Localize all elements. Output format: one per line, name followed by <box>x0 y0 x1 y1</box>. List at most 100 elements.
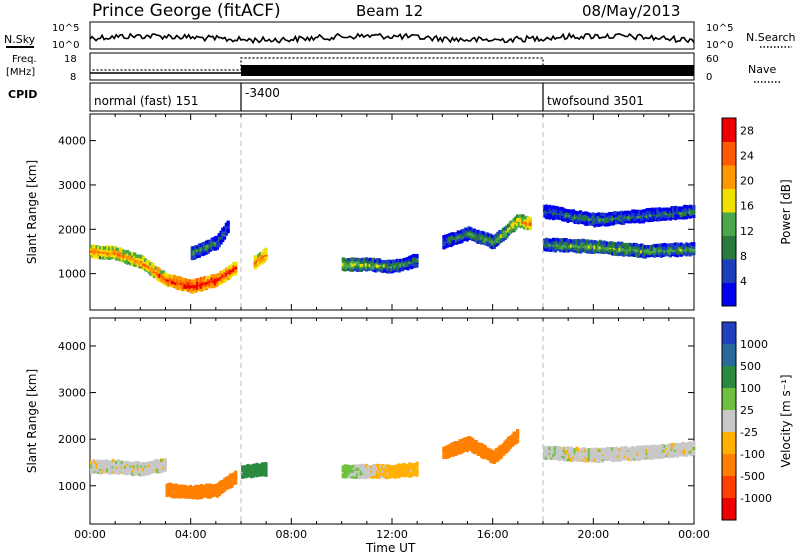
noise-series <box>89 32 695 45</box>
range-cell <box>196 492 200 496</box>
range-cell <box>676 213 680 217</box>
range-cell <box>552 216 556 221</box>
range-cell <box>623 250 628 255</box>
range-cell <box>638 457 642 461</box>
range-cell <box>559 452 563 456</box>
range-cell <box>685 207 689 211</box>
range-cell <box>393 465 397 469</box>
range-cell <box>178 489 182 494</box>
range-cell <box>131 472 135 477</box>
range-cell <box>561 447 565 451</box>
range-cell <box>393 471 397 476</box>
range-cell <box>600 450 604 455</box>
range-cell <box>199 487 203 492</box>
range-cell <box>584 247 588 252</box>
range-cell <box>230 273 234 277</box>
range-cell <box>600 459 604 463</box>
range-cell <box>577 448 581 452</box>
range-cell <box>607 249 611 253</box>
range-cell <box>172 278 176 282</box>
range-cell <box>447 454 451 458</box>
range-cell <box>393 262 397 266</box>
range-cell <box>654 450 658 454</box>
range-cell <box>133 254 137 259</box>
range-cell <box>194 494 198 499</box>
freq-label-1: Freq. <box>12 54 37 65</box>
range-cell <box>359 268 363 272</box>
range-cell <box>557 241 561 245</box>
range-cell <box>600 222 604 227</box>
range-cell <box>656 243 660 248</box>
range-cell <box>260 472 264 477</box>
range-cell <box>411 463 415 467</box>
range-cell <box>552 245 556 249</box>
range-cell <box>636 452 640 456</box>
range-cell <box>629 252 633 257</box>
range-cell <box>178 286 182 290</box>
range-cell <box>196 248 200 252</box>
range-cell <box>589 222 593 226</box>
range-cell <box>604 212 608 217</box>
range-cell <box>104 246 108 250</box>
range-cell <box>656 208 660 213</box>
range-cell <box>368 472 372 477</box>
range-cell <box>661 443 665 448</box>
range-cell <box>117 250 121 254</box>
range-cell <box>613 214 617 219</box>
range-cell <box>658 450 662 455</box>
range-cell <box>514 440 518 445</box>
range-cell <box>623 454 628 459</box>
range-cell <box>176 487 180 491</box>
range-cell <box>489 451 493 455</box>
range-cell <box>172 492 176 496</box>
range-cell <box>169 275 173 279</box>
range-cell <box>589 451 593 455</box>
range-cell <box>454 232 459 236</box>
range-cell <box>620 241 624 246</box>
range-cell <box>100 248 104 252</box>
range-cell <box>568 215 572 220</box>
range-cell <box>582 450 586 455</box>
range-cell <box>357 268 361 272</box>
range-cell <box>206 280 210 284</box>
range-cell <box>399 263 403 268</box>
range-cell <box>492 458 496 462</box>
range-cell <box>595 456 599 460</box>
range-cell <box>456 443 460 447</box>
range-cell <box>411 264 415 269</box>
range-cell <box>516 435 520 440</box>
range-cell <box>586 250 590 254</box>
range-cell <box>169 489 173 493</box>
range-cell <box>665 448 669 453</box>
range-cell <box>609 244 613 248</box>
range-cell <box>354 465 358 469</box>
range-cell <box>683 445 687 449</box>
range-cell <box>564 447 568 451</box>
range-cell <box>225 274 229 279</box>
range-cell <box>618 220 622 224</box>
range-cell <box>221 274 225 278</box>
range-cell <box>494 238 498 242</box>
range-cell <box>690 209 694 213</box>
range-cell <box>659 251 663 255</box>
range-cell <box>618 211 622 215</box>
range-cell <box>259 470 263 474</box>
range-cell <box>255 259 259 264</box>
range-cell <box>111 462 115 467</box>
range-cell <box>205 487 209 491</box>
range-cell <box>481 237 486 241</box>
range-cell <box>255 473 259 478</box>
range-cell <box>647 211 651 215</box>
colorbar-label: Power [dB] <box>779 179 793 244</box>
range-cell <box>631 452 635 456</box>
range-cell <box>645 451 649 456</box>
range-cell <box>174 489 178 494</box>
range-cell <box>636 457 640 461</box>
range-cell <box>260 465 264 469</box>
range-cell <box>564 457 568 461</box>
range-cell <box>456 446 460 450</box>
range-cell <box>632 454 637 459</box>
range-cell <box>365 471 369 476</box>
range-cell <box>255 465 259 469</box>
range-cell <box>586 212 590 216</box>
